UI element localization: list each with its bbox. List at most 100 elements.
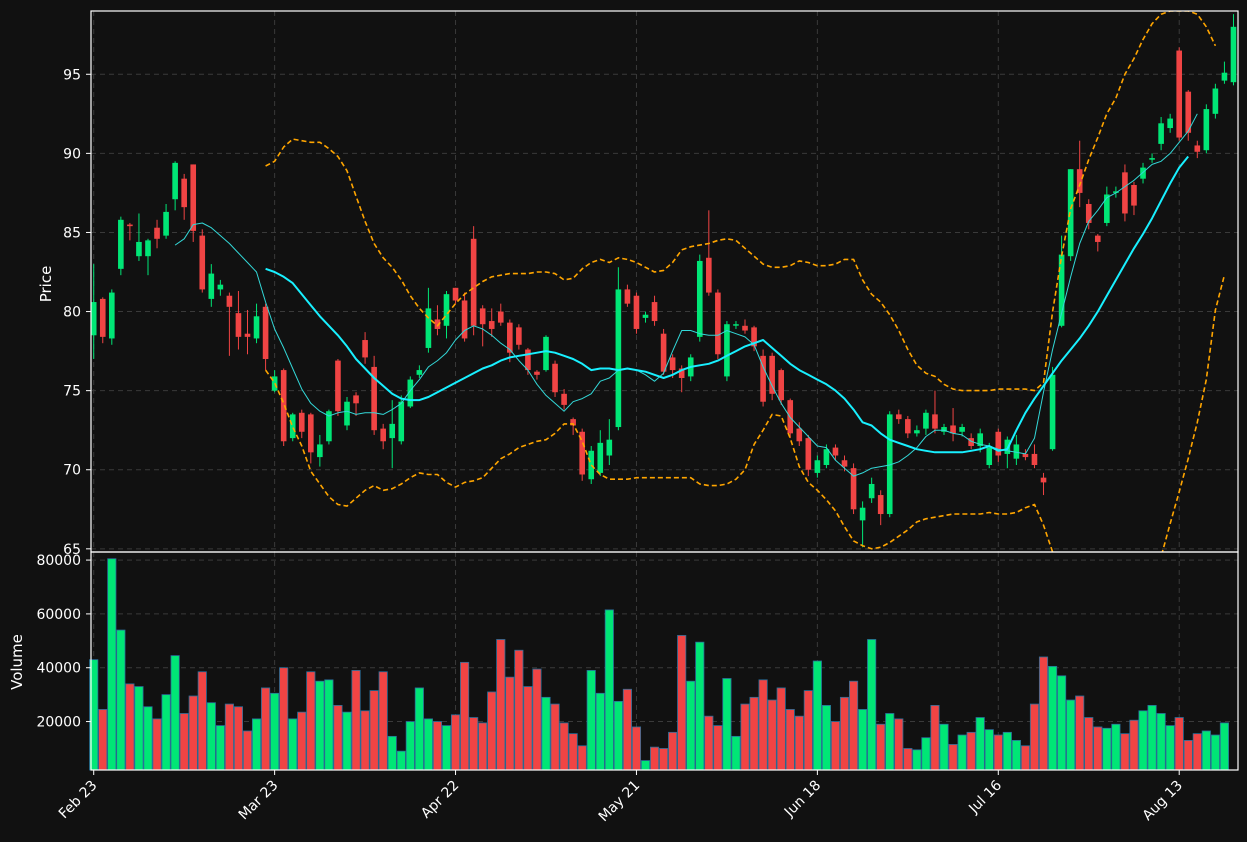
candle-body [733, 324, 739, 326]
volume-bar [568, 733, 578, 771]
candle-body [1122, 172, 1128, 214]
candle-body [154, 227, 160, 239]
volume-bar [839, 696, 850, 771]
volume-bar [405, 721, 415, 771]
candle-body [669, 357, 676, 371]
price-tick-label: 65 [63, 542, 81, 558]
volume-bar [957, 734, 967, 771]
volume-bar [876, 723, 886, 771]
volume-bar [803, 690, 813, 771]
candle-body [181, 178, 187, 208]
volume-bar [722, 678, 732, 771]
candle-body [109, 292, 115, 339]
volume-bar [559, 722, 569, 771]
volume-bar [1219, 722, 1229, 771]
volume-tick-label: 60000 [36, 607, 81, 623]
candle-body [1203, 109, 1210, 151]
candle-body [1194, 145, 1201, 152]
volume-bar [270, 692, 280, 771]
volume-bar [387, 735, 397, 771]
volume-bar [432, 721, 443, 771]
volume-bar [830, 721, 841, 771]
candle-body [425, 308, 432, 348]
volume-bar [1048, 665, 1058, 771]
candle-body [235, 313, 242, 337]
candle-body [606, 439, 613, 456]
volume-bar [948, 744, 958, 771]
volume-bar [577, 745, 587, 771]
candle-body [742, 325, 748, 331]
candle-body [1104, 194, 1110, 223]
candle-body [1167, 118, 1173, 129]
volume-bar [179, 713, 189, 771]
candle-body [172, 162, 178, 200]
candle-body [570, 419, 576, 426]
candle-body [1085, 203, 1092, 223]
candle-body [335, 360, 341, 412]
candle-body [552, 363, 558, 393]
candle-body [1131, 185, 1137, 206]
volume-bar [966, 731, 976, 771]
volume-bar [776, 687, 786, 771]
candle-body [461, 300, 468, 339]
candle-body [615, 289, 622, 428]
volume-bar [1038, 656, 1049, 771]
volume-bar [1002, 731, 1012, 771]
candle-body [1113, 191, 1119, 193]
candle-body [190, 164, 197, 231]
volume-axis-ticks: 20000 40000 60000 80000 [36, 553, 91, 731]
candle-body [534, 371, 540, 375]
volume-bar [423, 718, 433, 771]
volume-panel-frame [90, 551, 1239, 771]
volume-bar [1011, 739, 1021, 771]
volume-bar [1057, 675, 1067, 771]
candle-body [579, 431, 585, 475]
candle-body [389, 423, 396, 439]
candle-body [507, 322, 513, 353]
price-tick-label: 70 [63, 463, 81, 479]
candle-body [398, 401, 405, 442]
candle-body [127, 224, 133, 227]
volume-bar [821, 705, 831, 771]
volume-bar [1138, 710, 1148, 771]
candle-body [1176, 50, 1183, 138]
candle-body [769, 355, 775, 394]
volume-bar [677, 635, 687, 771]
candle-body [850, 468, 857, 510]
candle-body [543, 336, 549, 371]
volume-bar [107, 558, 117, 771]
volume-bar [622, 688, 632, 771]
ma-slow-line [265, 155, 1189, 454]
candle-body [298, 412, 305, 432]
volume-bar [116, 629, 126, 771]
candle-body [959, 427, 965, 432]
volume-bar [812, 660, 822, 771]
candle-body [317, 444, 323, 458]
candle-body [706, 257, 712, 293]
price-tick-label: 95 [63, 67, 81, 83]
candle-body [760, 355, 766, 402]
volume-bar [1147, 705, 1157, 771]
volume-bar [360, 710, 370, 771]
price-tick-label: 90 [63, 146, 81, 162]
candle-body [715, 292, 721, 355]
candle-body [633, 295, 640, 329]
candle-body [443, 294, 450, 326]
candle-body [488, 321, 495, 329]
price-tick-label: 85 [63, 225, 81, 241]
date-tick-label: Mar 23 [236, 778, 282, 824]
volume-bar [1210, 734, 1220, 771]
volume-bar [251, 718, 262, 771]
price-tick-label: 75 [63, 384, 81, 400]
volume-bar [333, 705, 343, 771]
candle-body [696, 260, 703, 337]
candle-body [995, 431, 1002, 456]
volume-bar [894, 718, 904, 771]
bollinger-lower-line [264, 274, 1226, 552]
candle-body [805, 438, 812, 470]
volume-bar [1129, 719, 1139, 771]
candle-body [452, 287, 459, 301]
volume-bar [378, 671, 388, 771]
volume-bar [767, 699, 777, 771]
ma-fast-line [174, 113, 1198, 477]
